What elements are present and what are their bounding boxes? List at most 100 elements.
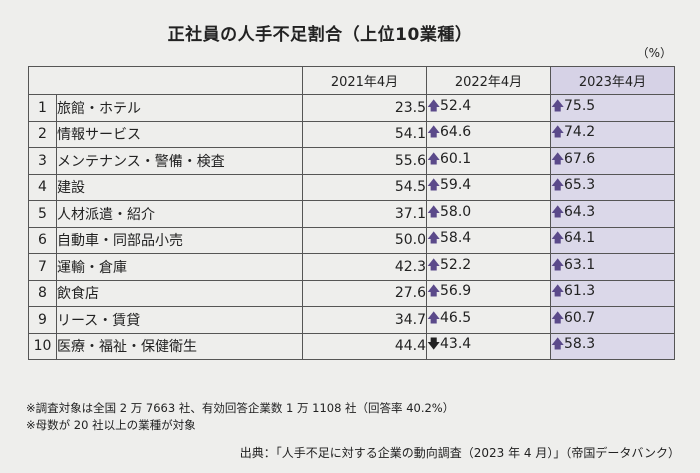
rank-cell: 10 [28,332,57,360]
arrow-up-icon: 🡅 [551,231,565,247]
industry-cell: リース・賃貸 [56,306,303,334]
industry-cell: 建設 [56,173,303,201]
arrow-down-icon: 🡇 [427,337,441,353]
value-text: 74.2 [564,124,596,141]
rank-cell: 8 [28,279,57,307]
value-text: 58.3 [564,336,596,353]
arrow-up-icon: 🡅 [551,125,565,141]
value-2023-cell: 🡅60.7 [550,306,675,334]
industry-cell: メンテナンス・警備・検査 [56,147,303,175]
note-scope: ※母数が 20 社以上の業種が対象 [26,418,196,432]
table-row: 7 運輸・倉庫 42.3 🡅52.2 🡅63.1 [28,253,675,281]
value-2023-cell: 🡅58.3 [550,332,675,360]
header-2021: 2021年4月 [302,66,427,95]
value-2023-cell: 🡅75.5 [550,94,675,122]
table-row: 3 メンテナンス・警備・検査 55.6 🡅60.1 🡅67.6 [28,147,675,175]
value-2022-cell: 🡅58.4 [426,226,551,254]
value-2022-cell: 🡇43.4 [426,332,551,360]
arrow-up-icon: 🡅 [551,310,565,326]
arrow-up-icon: 🡅 [427,284,441,300]
rank-cell: 4 [28,173,57,201]
header-rank [28,66,57,95]
arrow-up-icon: 🡅 [427,310,441,326]
industry-cell: 飲食店 [56,279,303,307]
header-2023: 2023年4月 [550,66,675,95]
header-row: 2021年4月 2022年4月 2023年4月 [28,66,675,95]
industry-cell: 運輸・倉庫 [56,253,303,281]
arrow-up-icon: 🡅 [551,204,565,220]
value-2021-cell: 50.0 [302,226,427,254]
value-2023-cell: 🡅67.6 [550,147,675,175]
arrow-up-icon: 🡅 [551,98,565,114]
arrow-up-icon: 🡅 [551,284,565,300]
rank-cell: 9 [28,306,57,334]
arrow-up-icon: 🡅 [427,231,441,247]
value-2021-cell: 34.7 [302,306,427,334]
value-2022-cell: 🡅56.9 [426,279,551,307]
industry-cell: 医療・福祉・保健衛生 [56,332,303,360]
arrow-up-icon: 🡅 [551,337,565,353]
rank-cell: 7 [28,253,57,281]
value-2021-cell: 44.4 [302,332,427,360]
arrow-up-icon: 🡅 [427,178,441,194]
value-2023-cell: 🡅65.3 [550,173,675,201]
value-2021-cell: 42.3 [302,253,427,281]
arrow-up-icon: 🡅 [427,98,441,114]
value-text: 58.4 [440,230,472,247]
value-2021-cell: 55.6 [302,147,427,175]
arrow-up-icon: 🡅 [427,257,441,273]
value-2022-cell: 🡅59.4 [426,173,551,201]
source-citation: 出典：「人手不足に対する企業の動向調査（2023 年 4 月）」（帝国データバン… [239,446,680,460]
value-text: 46.5 [440,309,472,326]
rank-cell: 6 [28,226,57,254]
arrow-up-icon: 🡅 [551,178,565,194]
value-2023-cell: 🡅63.1 [550,253,675,281]
value-text: 64.1 [564,230,596,247]
value-text: 61.3 [564,283,596,300]
value-2023-cell: 🡅61.3 [550,279,675,307]
value-text: 52.4 [440,97,472,114]
unit-label: （%） [636,46,672,60]
value-text: 64.3 [564,203,596,220]
value-text: 56.9 [440,283,472,300]
value-2023-cell: 🡅64.1 [550,226,675,254]
value-text: 52.2 [440,256,472,273]
shortage-table: 2021年4月 2022年4月 2023年4月 1 旅館・ホテル 23.5 🡅52.4… [28,66,675,360]
industry-cell: 自動車・同部品小売 [56,226,303,254]
rank-cell: 5 [28,200,57,228]
header-2022: 2022年4月 [426,66,551,95]
table-row: 6 自動車・同部品小売 50.0 🡅58.4 🡅64.1 [28,226,675,254]
value-2021-cell: 23.5 [302,94,427,122]
note-survey: ※調査対象は全国 2 万 7663 社、有効回答企業数 1 万 1108 社（回… [26,401,455,415]
value-2022-cell: 🡅46.5 [426,306,551,334]
value-2021-cell: 27.6 [302,279,427,307]
value-text: 60.1 [440,150,472,167]
value-2021-cell: 54.1 [302,120,427,148]
arrow-up-icon: 🡅 [551,151,565,167]
value-text: 65.3 [564,177,596,194]
value-text: 59.4 [440,177,472,194]
arrow-up-icon: 🡅 [427,151,441,167]
notes: ※調査対象は全国 2 万 7663 社、有効回答企業数 1 万 1108 社（回… [26,400,454,434]
value-text: 67.6 [564,150,596,167]
rank-cell: 3 [28,147,57,175]
table-row: 9 リース・賃貸 34.7 🡅46.5 🡅60.7 [28,306,675,334]
value-2022-cell: 🡅64.6 [426,120,551,148]
industry-cell: 旅館・ホテル [56,94,303,122]
value-2021-cell: 54.5 [302,173,427,201]
table-row: 5 人材派遣・紹介 37.1 🡅58.0 🡅64.3 [28,200,675,228]
value-text: 60.7 [564,309,596,326]
table-row: 1 旅館・ホテル 23.5 🡅52.4 🡅75.5 [28,94,675,122]
value-2022-cell: 🡅58.0 [426,200,551,228]
rank-cell: 2 [28,120,57,148]
value-2022-cell: 🡅52.2 [426,253,551,281]
value-text: 64.6 [440,124,472,141]
value-2021-cell: 37.1 [302,200,427,228]
value-text: 75.5 [564,97,596,114]
table-title: 正社員の人手不足割合（上位10業種） [167,25,473,45]
arrow-up-icon: 🡅 [427,125,441,141]
value-text: 63.1 [564,256,596,273]
value-2023-cell: 🡅74.2 [550,120,675,148]
table-row: 4 建設 54.5 🡅59.4 🡅65.3 [28,173,675,201]
value-2022-cell: 🡅52.4 [426,94,551,122]
